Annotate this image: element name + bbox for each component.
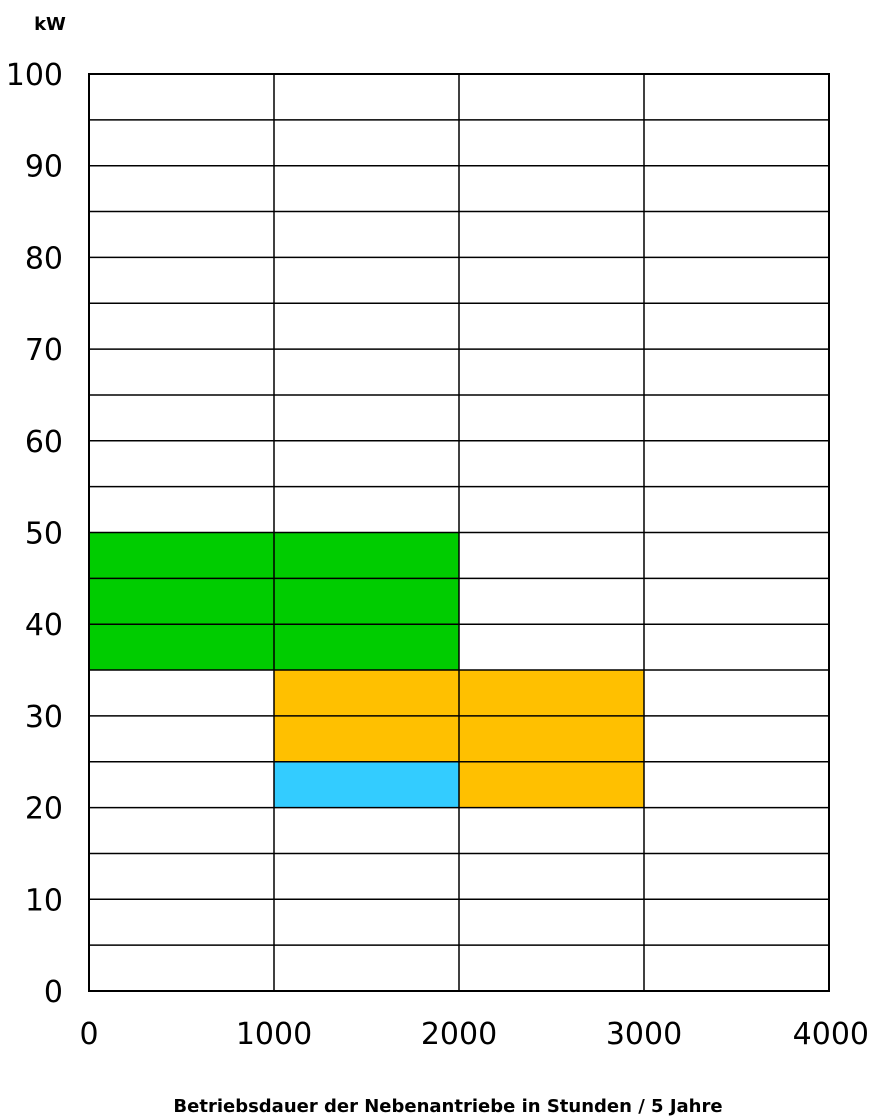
y-tick-label: 20 bbox=[25, 792, 63, 827]
y-tick-label: 0 bbox=[44, 975, 63, 1010]
y-tick-label: 70 bbox=[25, 333, 63, 368]
y-tick-label: 10 bbox=[25, 883, 63, 918]
y-tick-label: 30 bbox=[25, 700, 63, 735]
y-tick-labels: 0 10 20 30 40 50 60 70 80 90 100 bbox=[6, 58, 63, 1010]
plot-frame bbox=[88, 73, 830, 992]
grid-layer bbox=[89, 74, 829, 991]
y-tick-label: 80 bbox=[25, 241, 63, 276]
x-tick-label: 2000 bbox=[421, 1017, 497, 1052]
y-tick-label: 60 bbox=[25, 425, 63, 460]
x-tick-label: 1000 bbox=[236, 1017, 312, 1052]
x-tick-label: 4000 bbox=[793, 1017, 869, 1052]
y-tick-label: 40 bbox=[25, 608, 63, 643]
x-tick-label: 0 bbox=[79, 1017, 98, 1052]
x-tick-labels: 0 1000 2000 3000 4000 bbox=[79, 1017, 869, 1052]
y-axis-unit-label: kW bbox=[34, 14, 66, 35]
y-tick-label: 90 bbox=[25, 150, 63, 185]
x-axis-title: Betriebsdauer der Nebenantriebe in Stund… bbox=[173, 1096, 722, 1117]
y-tick-label: 50 bbox=[25, 517, 63, 552]
region-2 bbox=[459, 761, 644, 808]
y-tick-label: 100 bbox=[6, 58, 63, 93]
region-3 bbox=[274, 761, 459, 808]
x-tick-label: 3000 bbox=[606, 1017, 682, 1052]
